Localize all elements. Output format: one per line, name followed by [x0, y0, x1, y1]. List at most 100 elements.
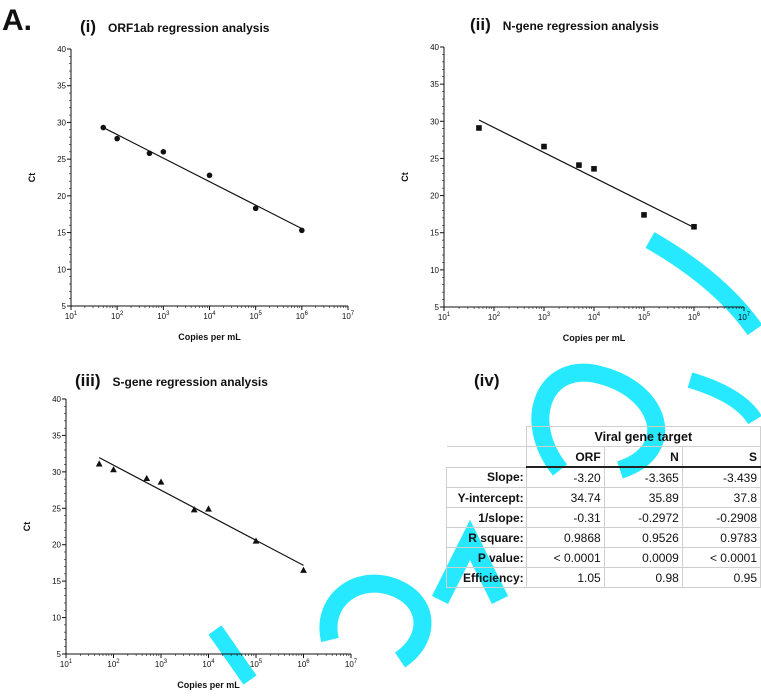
- y-tick-label: 15: [57, 229, 66, 238]
- table-col-header: S: [681, 446, 761, 468]
- data-point: [591, 166, 597, 172]
- data-point: [143, 474, 151, 482]
- table-cell: -3.365: [603, 466, 683, 488]
- table-row-label: Efficiency:: [446, 567, 527, 588]
- regression-stats-table: Viral gene target ORF N S Slope: -3.20 -…: [446, 426, 761, 588]
- table-row-label: P value:: [446, 547, 527, 568]
- table-cell: 0.98: [603, 567, 683, 588]
- data-point: [114, 135, 120, 142]
- y-tick-label: 15: [430, 229, 439, 238]
- y-tick-label: 40: [57, 45, 66, 54]
- y-tick-label: 20: [57, 192, 66, 201]
- data-point: [641, 212, 647, 218]
- table-row-label: Slope:: [446, 466, 527, 488]
- data-point: [476, 125, 482, 131]
- y-tick-label: 35: [52, 431, 61, 440]
- table-cell: -0.2972: [603, 507, 683, 528]
- table-cell: 0.9783: [681, 527, 761, 548]
- data-point: [691, 223, 697, 230]
- data-point: [110, 466, 117, 473]
- panel-iii-title-text: S-gene regression analysis: [112, 375, 268, 389]
- x-tick-label: 102: [488, 312, 501, 322]
- y-tick-label: 40: [52, 395, 61, 404]
- table-cell: -0.31: [525, 507, 605, 528]
- x-tick-label: 104: [202, 659, 215, 669]
- table-cell: < 0.0001: [681, 547, 761, 568]
- y-tick-label: 25: [430, 154, 439, 163]
- x-axis-label: Copies per mL: [563, 333, 626, 343]
- table-col-header: ORF: [525, 446, 605, 468]
- x-tick-label: 104: [203, 311, 216, 321]
- y-axis-label: Ct: [22, 522, 32, 532]
- table-super-header-row: Viral gene target: [446, 426, 761, 447]
- data-point: [541, 143, 547, 150]
- table-cell: -0.2908: [681, 507, 761, 528]
- y-axis-label: Ct: [27, 173, 37, 183]
- x-tick-label: 101: [60, 659, 73, 669]
- table-super-header: Viral gene target: [525, 426, 761, 447]
- y-axis-label: Ct: [400, 172, 410, 182]
- data-point: [100, 124, 107, 131]
- x-tick-label: 103: [155, 659, 168, 669]
- x-axis-label: Copies per mL: [178, 332, 241, 342]
- y-tick-label: 20: [52, 541, 61, 550]
- table-cell: 37.8: [681, 487, 761, 508]
- panel-ii-title-text: N-gene regression analysis: [502, 19, 659, 33]
- y-tick-label: 20: [430, 192, 439, 201]
- data-point: [206, 172, 213, 179]
- x-axis-label: Copies per mL: [177, 680, 240, 690]
- table-row: P value: < 0.0001 0.0009 < 0.0001: [446, 547, 761, 568]
- data-point: [252, 205, 259, 212]
- data-point: [300, 566, 307, 573]
- table-header-row: ORF N S: [446, 446, 761, 468]
- data-point: [95, 460, 103, 467]
- figure-label: A.: [2, 4, 32, 37]
- x-tick-label: 103: [157, 311, 170, 321]
- y-tick-label: 30: [430, 117, 439, 126]
- table-cell: 34.74: [525, 487, 605, 508]
- y-tick-label: 5: [435, 303, 440, 312]
- table-row-label: 1/slope:: [446, 507, 527, 528]
- x-tick-label: 105: [638, 312, 651, 322]
- y-tick-label: 10: [57, 265, 66, 274]
- panel-iv-number: (iv): [474, 371, 500, 390]
- panel-i-number: (i): [80, 17, 97, 36]
- table-row-label: R square:: [446, 527, 527, 548]
- data-point: [190, 506, 198, 513]
- table-corner-cell: [446, 446, 527, 468]
- x-tick-label: 102: [107, 659, 120, 669]
- data-point: [205, 505, 212, 512]
- y-tick-label: 25: [57, 155, 66, 164]
- data-point: [146, 150, 153, 157]
- y-tick-label: 5: [62, 302, 67, 311]
- x-tick-label: 105: [250, 659, 263, 669]
- y-tick-label: 25: [52, 504, 61, 513]
- y-tick-label: 10: [52, 614, 61, 623]
- x-tick-label: 102: [111, 311, 124, 321]
- data-point: [252, 537, 260, 544]
- table-row-label: Y-intercept:: [446, 487, 527, 508]
- y-tick-label: 40: [430, 43, 439, 52]
- panel-i-title-text: ORF1ab regression analysis: [108, 21, 270, 35]
- x-tick-label: 101: [65, 311, 78, 321]
- table-cell: -3.439: [681, 466, 761, 488]
- table-cell: 35.89: [603, 487, 683, 508]
- table-row: R square: 0.9868 0.9526 0.9783: [446, 527, 761, 548]
- table-col-header: N: [603, 446, 683, 468]
- y-tick-label: 35: [430, 80, 439, 89]
- table-row: Y-intercept: 34.74 35.89 37.8: [446, 487, 761, 508]
- x-tick-label: 107: [738, 312, 751, 322]
- x-tick-label: 103: [538, 312, 551, 322]
- table-cell: 0.95: [681, 567, 761, 588]
- panel-iv-title: (iv): [474, 371, 512, 391]
- y-tick-label: 10: [430, 266, 439, 275]
- data-point: [576, 162, 582, 168]
- panel-ii-title: (ii) N-gene regression analysis: [470, 15, 659, 35]
- table-corner-cell: [446, 426, 527, 447]
- table-cell: 1.05: [525, 567, 605, 588]
- y-tick-label: 15: [52, 577, 61, 586]
- panel-iii-number: (iii): [75, 371, 101, 390]
